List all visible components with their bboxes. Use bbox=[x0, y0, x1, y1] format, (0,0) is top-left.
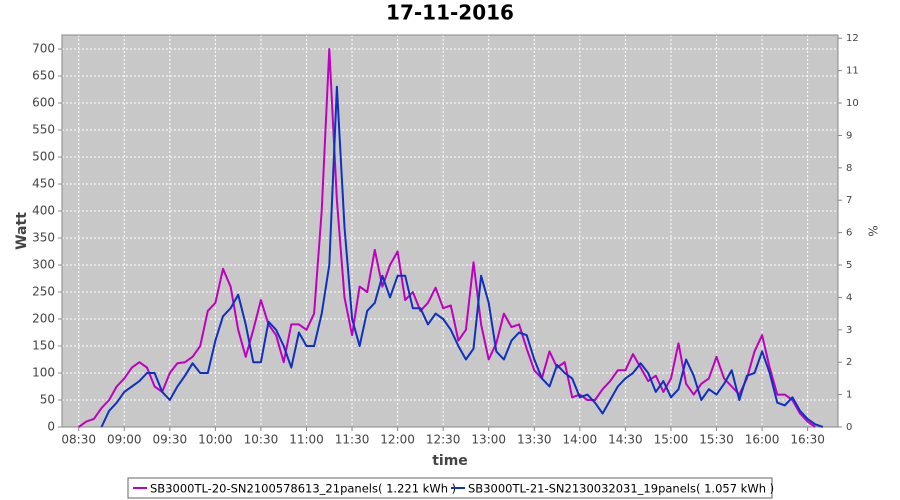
legend-box bbox=[127, 477, 773, 499]
y2-tick-label: 6 bbox=[846, 228, 852, 239]
y-tick-label: 0 bbox=[47, 420, 55, 434]
x-tick-label: 16:30 bbox=[790, 433, 825, 447]
y2-tick-label: 4 bbox=[846, 292, 852, 303]
x-tick-label: 10:30 bbox=[244, 433, 279, 447]
x-tick-label: 14:30 bbox=[608, 433, 643, 447]
x-tick-label: 09:00 bbox=[107, 433, 142, 447]
y2-tick-label: 9 bbox=[846, 130, 852, 141]
plot-area bbox=[62, 35, 838, 427]
y2-axis-label: % bbox=[866, 225, 880, 236]
y-tick-label: 700 bbox=[32, 42, 55, 56]
x-tick-label: 12:00 bbox=[380, 433, 415, 447]
y-tick-label: 500 bbox=[32, 150, 55, 164]
x-tick-label: 10:00 bbox=[198, 433, 233, 447]
y2-tick-label: 11 bbox=[846, 66, 859, 77]
x-tick-label: 15:00 bbox=[654, 433, 689, 447]
x-tick-label: 13:00 bbox=[471, 433, 506, 447]
y-tick-label: 350 bbox=[32, 231, 55, 245]
y2-tick-label: 0 bbox=[846, 422, 852, 433]
y-tick-label: 400 bbox=[32, 204, 55, 218]
y-tick-label: 100 bbox=[32, 366, 55, 380]
y-tick-label: 50 bbox=[40, 393, 55, 407]
x-tick-label: 11:00 bbox=[289, 433, 324, 447]
y2-tick-label: 8 bbox=[846, 163, 852, 174]
chart-title: 17-11-2016 bbox=[386, 1, 514, 25]
x-tick-label: 11:30 bbox=[335, 433, 370, 447]
y2-tick-label: 1 bbox=[846, 390, 852, 401]
legend-label: SB3000TL-21-SN2130032031_19panels( 1.057… bbox=[468, 482, 774, 496]
y2-tick-label: 2 bbox=[846, 357, 852, 368]
y2-tick-label: 10 bbox=[846, 98, 859, 109]
series-line bbox=[78, 48, 816, 428]
plot-border bbox=[61, 34, 839, 428]
x-tick-label: 12:30 bbox=[426, 433, 461, 447]
y2-tick-label: 12 bbox=[846, 33, 859, 44]
x-tick-label: 13:30 bbox=[517, 433, 552, 447]
x-tick-label: 09:30 bbox=[153, 433, 188, 447]
y-tick-label: 300 bbox=[32, 258, 55, 272]
y2-tick-label: 3 bbox=[846, 325, 852, 336]
x-tick-label: 08:30 bbox=[61, 433, 96, 447]
y-axis-label: Watt bbox=[14, 212, 30, 250]
legend-label: SB3000TL-20-SN2100578613_21panels( 1.221… bbox=[150, 482, 456, 496]
y-tick-label: 450 bbox=[32, 177, 55, 191]
x-tick-label: 16:00 bbox=[745, 433, 780, 447]
series-line bbox=[100, 85, 824, 428]
y2-tick-label: 7 bbox=[846, 195, 852, 206]
y2-tick-label: 5 bbox=[846, 260, 852, 271]
y-tick-label: 200 bbox=[32, 312, 55, 326]
x-tick-label: 14:00 bbox=[563, 433, 598, 447]
y-tick-label: 150 bbox=[32, 339, 55, 353]
y-tick-label: 650 bbox=[32, 69, 55, 83]
y-tick-label: 600 bbox=[32, 96, 55, 110]
y-tick-label: 550 bbox=[32, 123, 55, 137]
y-tick-label: 250 bbox=[32, 285, 55, 299]
x-axis-label: time bbox=[432, 453, 468, 469]
x-tick-label: 15:30 bbox=[699, 433, 734, 447]
